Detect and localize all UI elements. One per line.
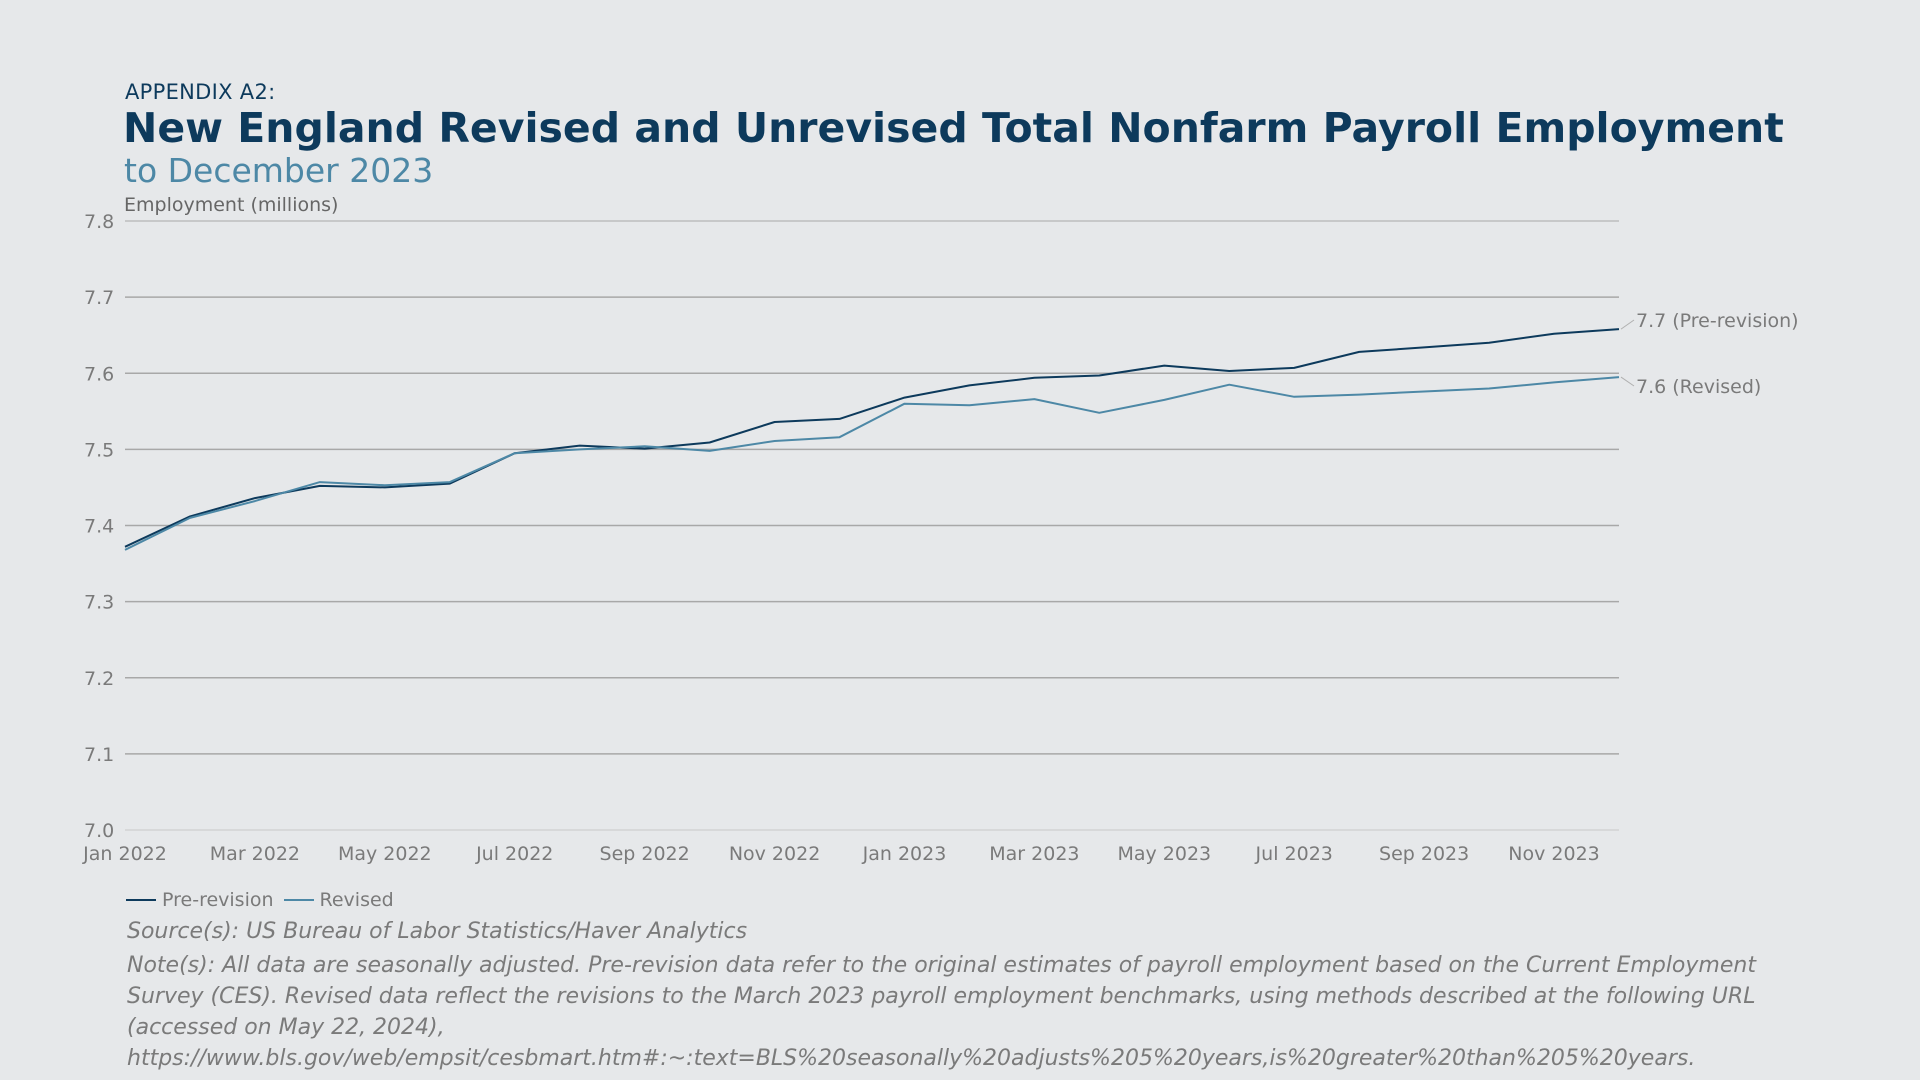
y-tick-7-4: 7.4	[84, 516, 114, 538]
y-tick-7-2: 7.2	[84, 668, 114, 690]
legend-swatch-revised	[283, 899, 314, 901]
y-axis-label: Employment (millions)	[124, 194, 339, 216]
series-line-revised	[124, 376, 1620, 551]
x-tick-may-2023: May 2023	[1117, 843, 1211, 865]
chart-title: New England Revised and Unrevised Total …	[123, 104, 1784, 152]
y-tick-7-5: 7.5	[84, 439, 114, 461]
x-tick-jul-2022: Jul 2022	[475, 843, 553, 865]
x-tick-jan-2023: Jan 2023	[862, 843, 947, 865]
series-line-pre-revision	[124, 328, 1620, 548]
x-tick-may-2022: May 2022	[338, 843, 432, 865]
y-tick-7-6: 7.6	[84, 363, 114, 385]
y-tick-labels: 7.0 7.1 7.2 7.3 7.4 7.5 7.6 7.7 7.8	[84, 211, 114, 842]
legend-item-revised: Revised	[283, 889, 394, 911]
legend-label-revised: Revised	[319, 889, 394, 911]
x-tick-mar-2023: Mar 2023	[989, 843, 1079, 865]
end-label-leader-revised	[1620, 376, 1635, 387]
legend-item-pre-revision: Pre-revision	[126, 889, 274, 911]
legend: Pre-revision Revised	[126, 889, 404, 911]
end-label-pre-revision: 7.7 (Pre-revision)	[1636, 310, 1799, 332]
y-tick-7-8: 7.8	[84, 211, 114, 233]
x-tick-jan-2022: Jan 2022	[82, 843, 167, 865]
source-note: Source(s): US Bureau of Labor Statistics…	[127, 919, 748, 944]
x-tick-sep-2022: Sep 2022	[600, 843, 690, 865]
series-lines	[124, 328, 1620, 551]
end-label-revised: 7.6 (Revised)	[1636, 376, 1761, 398]
x-tick-nov-2022: Nov 2022	[729, 843, 820, 865]
y-tick-7-7: 7.7	[84, 287, 114, 309]
y-tick-7-3: 7.3	[84, 592, 114, 614]
gridlines	[125, 220, 1619, 831]
appendix-label: APPENDIX A2:	[125, 80, 276, 104]
legend-label-pre-revision: Pre-revision	[162, 889, 274, 911]
legend-swatch-pre-revision	[126, 899, 156, 901]
x-tick-labels: Jan 2022 Mar 2022 May 2022 Jul 2022 Sep 2022…	[82, 843, 1600, 865]
x-tick-nov-2023: Nov 2023	[1508, 843, 1599, 865]
footnote: Note(s): All data are seasonally adjuste…	[127, 953, 1756, 1071]
x-tick-jul-2023: Jul 2023	[1255, 843, 1333, 865]
end-labels: 7.7 (Pre-revision) 7.6 (Revised)	[1620, 310, 1799, 398]
y-tick-7-1: 7.1	[84, 744, 114, 766]
x-tick-mar-2022: Mar 2022	[210, 843, 300, 865]
x-tick-sep-2023: Sep 2023	[1379, 843, 1469, 865]
end-label-leader-pre-revision	[1620, 319, 1635, 330]
y-tick-7-0: 7.0	[84, 820, 114, 842]
chart-subtitle: to December 2023	[124, 151, 434, 190]
